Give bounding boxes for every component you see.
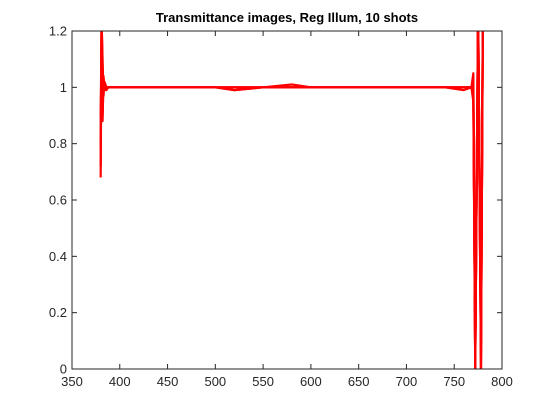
x-axis-ticks: 350 400 450 500 550 600 650 700 750 800 <box>61 31 513 389</box>
x-tick-label: 500 <box>204 374 226 389</box>
x-tick-label: 400 <box>109 374 131 389</box>
x-tick-label: 700 <box>396 374 418 389</box>
x-tick-label: 450 <box>157 374 179 389</box>
y-tick-label: 0.4 <box>49 249 67 264</box>
x-tick-label: 750 <box>443 374 465 389</box>
y-tick-label: 1 <box>60 80 67 95</box>
plot-area <box>72 31 502 369</box>
y-tick-label: 0.8 <box>49 136 67 151</box>
x-tick-label: 550 <box>252 374 274 389</box>
y-tick-label: 0.6 <box>49 193 67 208</box>
x-tick-label: 600 <box>300 374 322 389</box>
y-tick-label: 0 <box>60 362 67 377</box>
x-tick-label: 350 <box>61 374 83 389</box>
x-tick-label: 800 <box>491 374 513 389</box>
x-tick-label: 650 <box>348 374 370 389</box>
y-tick-label: 1.2 <box>49 24 67 39</box>
y-tick-label: 0.2 <box>49 305 67 320</box>
y-axis-ticks: 0 0.2 0.4 0.6 0.8 1 1.2 <box>49 24 502 377</box>
series-line-5 <box>99 31 484 369</box>
series-layer <box>99 31 484 369</box>
chart-title: Transmittance images, Reg Illum, 10 shot… <box>156 10 418 25</box>
